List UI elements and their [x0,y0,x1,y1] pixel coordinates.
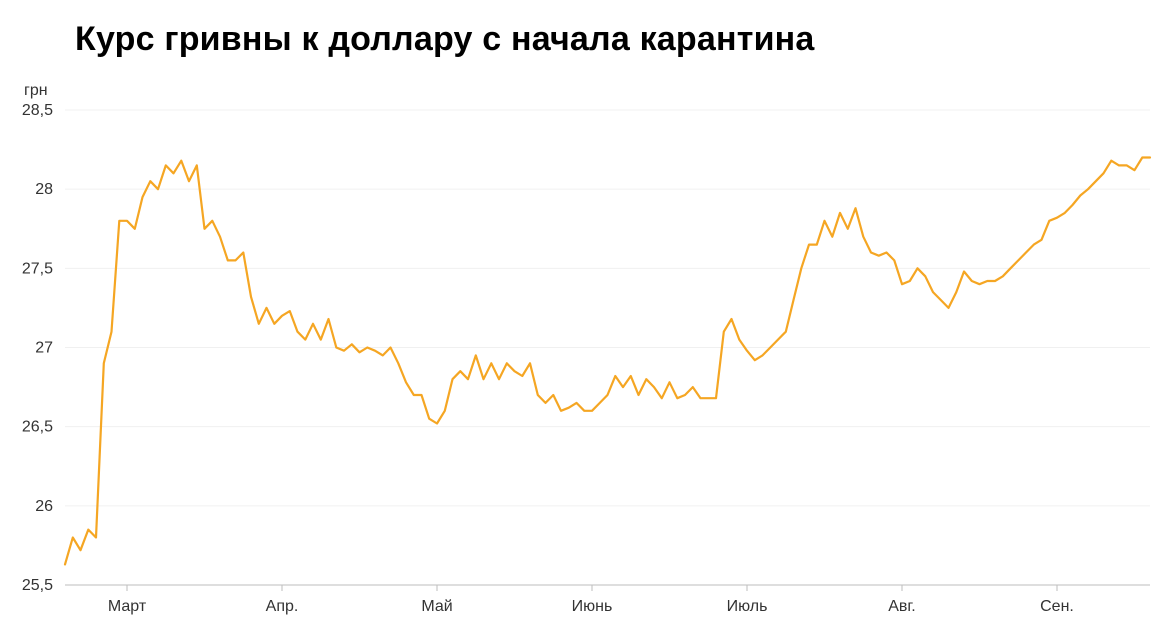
chart-svg: 25,5 26 26,5 27 27,5 28 28,5 Март Апр. Май Июнь Июл… [0,0,1162,640]
exchange-rate-line [65,158,1150,565]
y-tick-label: 27,5 [22,260,53,277]
y-tick-label: 28,5 [22,102,53,119]
x-tick-label: Июль [727,598,768,615]
x-tick-label: Июнь [572,598,613,615]
y-tick-label: 28 [35,181,53,198]
y-tick-label: 26 [35,498,53,515]
x-tick-label: Апр. [266,598,299,615]
y-tick-label: 27 [35,340,53,357]
x-tick-label: Май [421,598,452,615]
x-tick-label: Сен. [1040,598,1074,615]
y-tick-label: 26,5 [22,419,53,436]
x-tick-label: Март [108,598,147,615]
x-tick-label: Авг. [888,598,916,615]
chart-container: Курс гривны к доллару с начала карантина… [0,0,1162,640]
y-tick-label: 25,5 [22,577,53,594]
